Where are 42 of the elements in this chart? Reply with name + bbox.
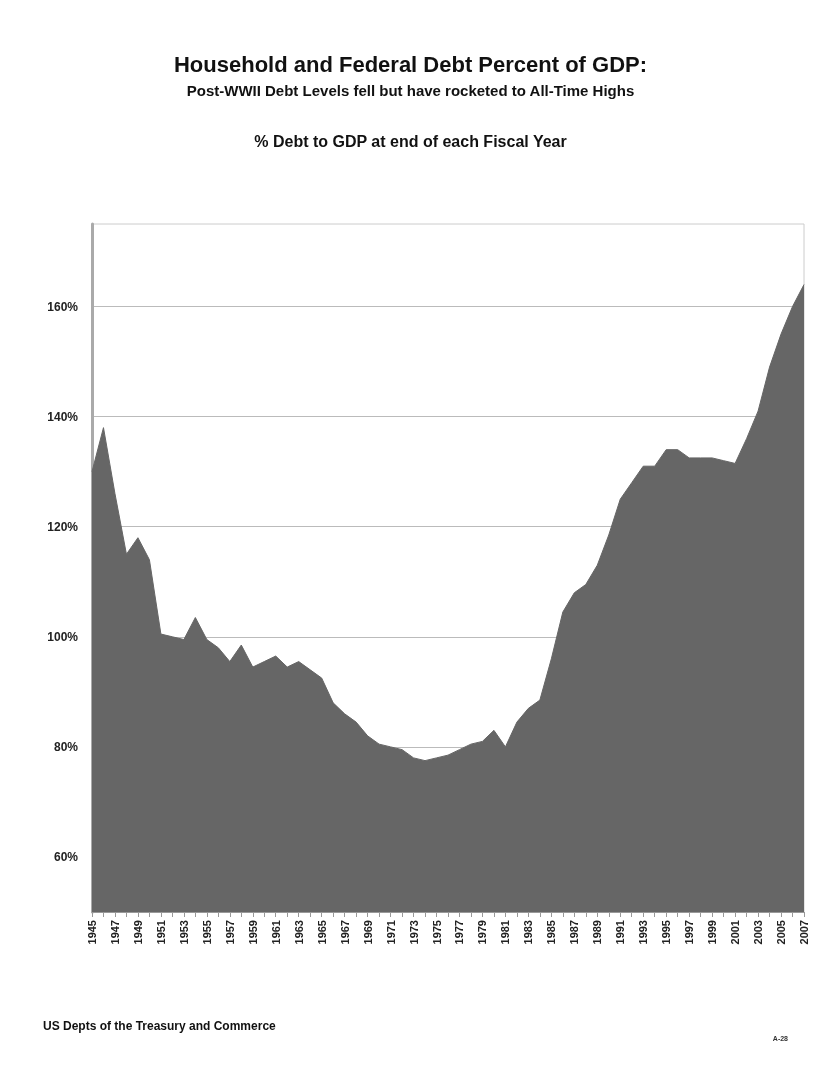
chart-subtitle: Post-WWII Debt Levels fell but have rocketed to All-Time Highs bbox=[186, 82, 635, 99]
x-tick-label: 1999 bbox=[706, 920, 719, 945]
y-axis-title: % Debt to GDP at end of each Fiscal Year bbox=[254, 132, 567, 150]
x-tick-label: 1963 bbox=[292, 920, 305, 945]
x-tick-label: 1949 bbox=[131, 920, 144, 945]
x-tick-label: 1993 bbox=[637, 920, 650, 945]
x-tick-label: 1997 bbox=[683, 920, 696, 945]
x-tick-label: 1983 bbox=[522, 920, 535, 945]
y-tick-label: 160% bbox=[47, 299, 79, 314]
x-tick-label: 1967 bbox=[338, 920, 351, 945]
x-tick-label: 1985 bbox=[545, 920, 558, 945]
y-tick-label: 60% bbox=[53, 849, 79, 864]
x-tick-label: 1951 bbox=[154, 920, 167, 945]
x-tick-label: 1961 bbox=[269, 920, 282, 945]
x-tick-label: 1995 bbox=[660, 920, 673, 945]
x-tick-label: 1965 bbox=[315, 920, 328, 945]
x-tick-label: 2003 bbox=[752, 920, 765, 945]
x-tick-label: 1955 bbox=[200, 920, 213, 945]
y-tick-label: 140% bbox=[47, 409, 79, 424]
x-tick-label: 1981 bbox=[499, 920, 512, 945]
chart-title: Household and Federal Debt Percent of GDP: bbox=[173, 51, 648, 77]
x-tick-label: 2005 bbox=[775, 920, 788, 945]
x-tick-label: 1953 bbox=[177, 920, 190, 945]
y-tick-label: 100% bbox=[47, 629, 79, 644]
x-tick-label: 1973 bbox=[407, 920, 420, 945]
x-tick-label: 2001 bbox=[729, 920, 742, 945]
x-tick-label: 1989 bbox=[591, 920, 604, 945]
x-tick-label: 1977 bbox=[453, 920, 466, 945]
text: US Depts of the Treasury and Commerce bbox=[43, 1019, 277, 1033]
x-tick-label: 1969 bbox=[361, 920, 374, 945]
y-tick-label: 80% bbox=[53, 739, 79, 754]
x-tick-label: 1947 bbox=[108, 920, 121, 945]
x-tick-label: 2007 bbox=[798, 920, 810, 945]
x-tick-label: 1971 bbox=[384, 920, 397, 945]
x-tick-label: 1957 bbox=[223, 920, 236, 945]
y-tick-label: 120% bbox=[47, 519, 79, 534]
x-tick-label: 1945 bbox=[86, 920, 98, 945]
x-tick-label: 1979 bbox=[476, 920, 489, 945]
x-tick-label: 1975 bbox=[430, 920, 443, 945]
x-tick-label: 1991 bbox=[614, 920, 627, 945]
x-tick-label: 1987 bbox=[568, 920, 581, 945]
x-tick-label: 1959 bbox=[246, 920, 259, 945]
